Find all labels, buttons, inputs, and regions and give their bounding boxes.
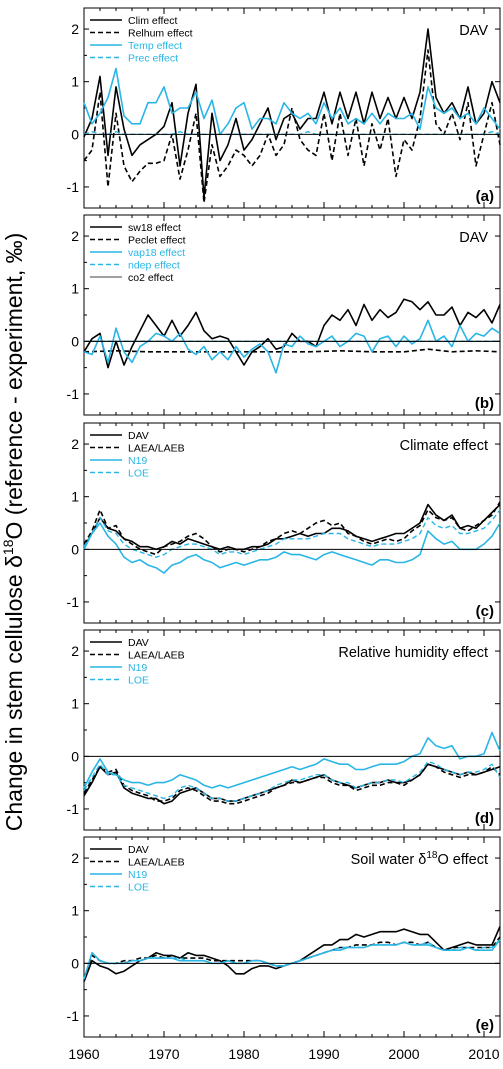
- panel-title-suffix: O effect: [437, 852, 488, 868]
- legend-label: sw18 effect: [128, 222, 181, 234]
- y-axis-label: Change in stem cellulose δ18O (reference…: [0, 233, 27, 832]
- series-line-n19: [83, 731, 501, 789]
- y-axis-label-sup: 18: [0, 539, 16, 555]
- series-line-sw18-effect: [83, 298, 501, 369]
- y-tick-label: 1: [71, 489, 79, 505]
- series-line-dav: [83, 926, 501, 982]
- legend-label: Peclet effect: [128, 235, 186, 247]
- panel-title-sup: 18: [426, 850, 438, 861]
- y-tick-label: -1: [67, 386, 80, 402]
- legend-label: Temp effect: [128, 40, 182, 52]
- legend-label: LAEA/LAEB: [128, 857, 185, 869]
- series-line-loe: [83, 509, 501, 558]
- x-tick-label: 2010: [468, 1046, 499, 1062]
- panel-letter: (b): [475, 395, 494, 412]
- panel-letter: (e): [476, 1017, 494, 1034]
- legend-label: Clim effect: [128, 15, 177, 27]
- y-tick-label: -1: [67, 801, 80, 817]
- y-axis-label-prefix: Change in stem cellulose δ: [1, 555, 27, 831]
- series-line-peclet-effect: [83, 348, 501, 353]
- legend-label: vap18 effect: [128, 247, 185, 259]
- y-tick-label: -1: [67, 179, 80, 195]
- panel-title-prefix: Soil water δ: [351, 852, 427, 868]
- y-tick-label: 1: [71, 281, 79, 297]
- y-tick-label: 2: [71, 436, 79, 452]
- legend-label: ndep effect: [128, 260, 180, 272]
- panel-title: Soil water δ18O effect: [351, 850, 488, 868]
- series-line-laea-laeb: [83, 501, 501, 556]
- y-tick-label: 0: [71, 955, 79, 971]
- panel-title: DAV: [459, 230, 488, 246]
- legend-label: Prec effect: [128, 53, 178, 65]
- x-tick-label: 2000: [388, 1046, 419, 1062]
- series-line-loe: [83, 760, 501, 802]
- legend-label: DAV: [128, 637, 149, 649]
- panel-letter: (a): [476, 188, 494, 205]
- legend-label: N19: [128, 662, 147, 674]
- legend-label: co2 effect: [128, 272, 173, 284]
- series-line-dav: [83, 503, 501, 551]
- legend-label: N19: [128, 869, 147, 881]
- panel-letter: (d): [475, 810, 494, 827]
- y-tick-label: 0: [71, 126, 79, 142]
- panel-title: Climate effect: [400, 438, 488, 454]
- series-line-laea-laeb: [83, 936, 501, 980]
- legend-label: DAV: [128, 844, 149, 856]
- panel-title: DAV: [459, 23, 488, 39]
- legend-label: LOE: [128, 675, 149, 687]
- series-line-temp-effect: [83, 67, 501, 136]
- y-tick-label: 1: [71, 696, 79, 712]
- y-tick-label: -1: [67, 594, 80, 610]
- x-tick-label: 1960: [68, 1046, 99, 1062]
- series-line-relhum-effect: [83, 49, 501, 204]
- y-tick-label: 2: [71, 850, 79, 866]
- x-tick-labels: 1960 1970 1980 1990 2000 2010: [68, 1046, 499, 1062]
- panel-title: Relative humidity effect: [338, 645, 488, 661]
- legend-label: N19: [128, 455, 147, 467]
- y-axis-label-suffix: O (reference - experiment, ‰): [1, 233, 27, 540]
- legend-label: LAEA/LAEB: [128, 650, 185, 662]
- x-tick-label: 1990: [308, 1046, 339, 1062]
- y-tick-label: 0: [71, 748, 79, 764]
- series-line-n19: [83, 522, 501, 574]
- y-tick-label: 0: [71, 333, 79, 349]
- legend-label: LOE: [128, 468, 149, 480]
- panel-letter: (c): [476, 603, 494, 620]
- y-tick-label: 0: [71, 541, 79, 557]
- y-tick-label: 2: [71, 643, 79, 659]
- series-line-n19: [83, 939, 501, 980]
- y-tick-label: 1: [71, 903, 79, 919]
- series-line-vap18-effect: [83, 319, 501, 374]
- y-tick-label: 2: [71, 21, 79, 37]
- x-tick-label: 1970: [148, 1046, 179, 1062]
- legend-label: DAV: [128, 430, 149, 442]
- y-tick-label: -1: [67, 1008, 80, 1024]
- x-tick-label: 1980: [228, 1046, 259, 1062]
- y-tick-label: 2: [71, 228, 79, 244]
- legend-label: Relhum effect: [128, 28, 193, 40]
- legend-label: LOE: [128, 882, 149, 894]
- y-tick-label: 1: [71, 74, 79, 90]
- legend-label: LAEA/LAEB: [128, 443, 185, 455]
- series-line-laea-laeb: [83, 763, 501, 805]
